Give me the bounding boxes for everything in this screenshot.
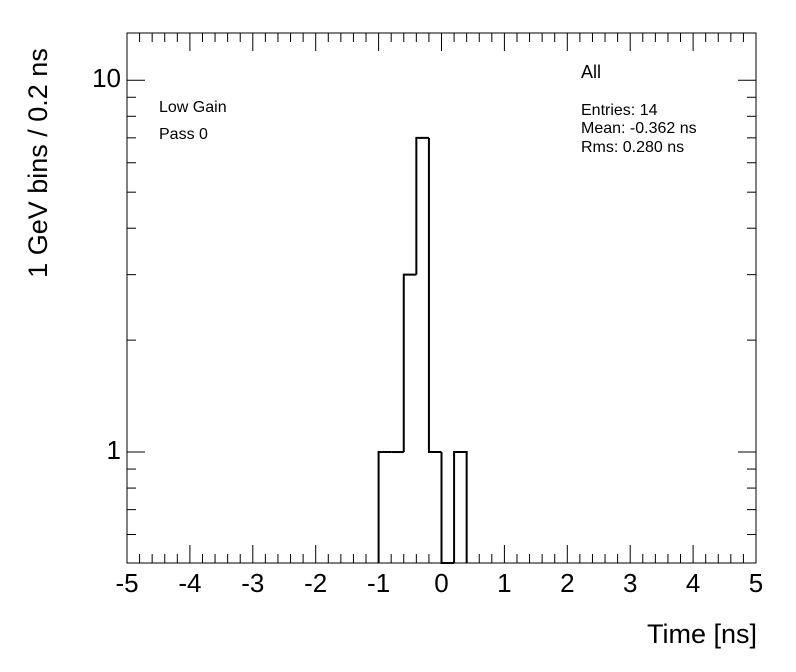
histogram-bin <box>377 451 392 563</box>
stats-title: All <box>581 62 601 82</box>
x-tick-label: 2 <box>560 568 574 598</box>
histogram-bin <box>402 273 417 453</box>
x-tick-label: 5 <box>749 568 763 598</box>
x-tick-label: 0 <box>434 568 448 598</box>
stats-line: Rms: 0.280 ns <box>581 139 684 156</box>
x-tick-label: -1 <box>367 568 390 598</box>
histogram-bin <box>440 452 455 564</box>
x-tick-label: 4 <box>686 568 700 598</box>
y-tick-label: 1 <box>107 435 121 465</box>
y-tick-label: 10 <box>92 63 121 93</box>
annotation: Low Gain <box>159 99 227 116</box>
stats-line: Mean: -0.362 ns <box>581 120 697 137</box>
x-tick-label: -3 <box>241 568 264 598</box>
annotation: Pass 0 <box>159 126 208 143</box>
histogram-bin <box>427 137 442 454</box>
x-axis-label: Time [ns] <box>647 619 757 649</box>
x-tick-label: -2 <box>304 568 327 598</box>
histogram-bin <box>453 451 468 563</box>
histogram-bin <box>415 136 429 275</box>
x-tick-label: 1 <box>497 568 511 598</box>
stats-line: Entries: 14 <box>581 102 658 119</box>
x-tick-label: -4 <box>178 568 201 598</box>
x-tick-label: -5 <box>115 568 138 598</box>
x-tick-label: 3 <box>623 568 637 598</box>
y-axis-label: 1 GeV bins / 0.2 ns <box>23 48 53 278</box>
